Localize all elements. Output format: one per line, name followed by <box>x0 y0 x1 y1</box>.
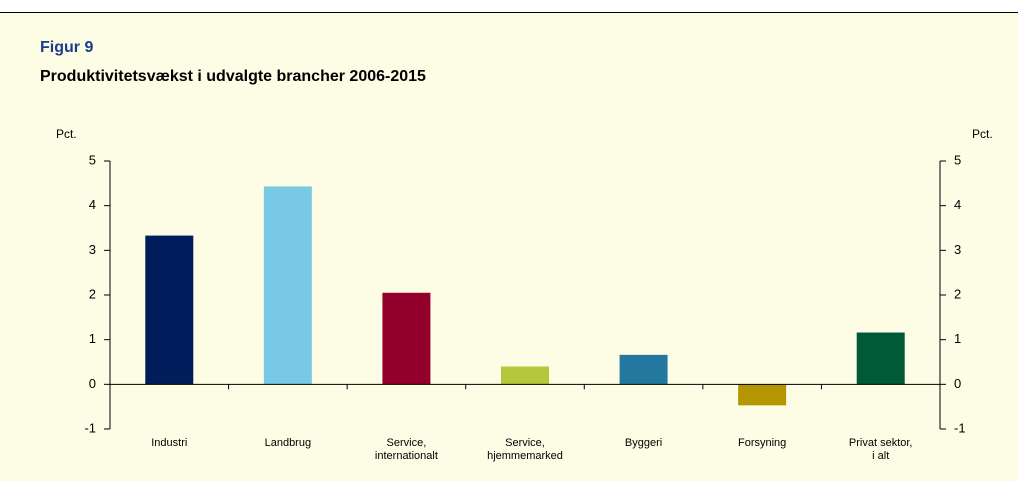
x-tick-label: Forsyning <box>737 437 787 449</box>
y-axis-label: Pct. <box>56 127 77 141</box>
y2-tick-label: 0 <box>954 376 961 391</box>
x-tick-label: Landbrug <box>264 437 312 449</box>
x-tick-label: Privat sektor, i alt <box>848 437 913 462</box>
bar <box>619 354 668 385</box>
bar <box>382 292 431 385</box>
bar <box>145 235 194 385</box>
x-tick-label: Industri <box>151 437 188 449</box>
x-tick-label: Service, internationalt <box>374 437 438 462</box>
y2-tick-label: 1 <box>954 331 961 346</box>
y-tick-label: 3 <box>89 242 96 257</box>
figure-label: Figur 9 <box>40 39 93 56</box>
y-tick-label: 1 <box>89 331 96 346</box>
y2-tick-label: -1 <box>954 420 966 435</box>
chart-title: Produktivitetsvækst i udvalgte brancher … <box>40 68 426 85</box>
y-tick-label: -1 <box>84 420 96 435</box>
bar <box>501 366 549 385</box>
y2-tick-label: 3 <box>954 242 961 257</box>
y2-tick-label: 2 <box>954 286 961 301</box>
x-tick-label: Byggeri <box>624 437 663 449</box>
bar <box>856 332 905 385</box>
y-tick-label: 5 <box>89 152 96 167</box>
y2-axis-label: Pct. <box>972 127 993 141</box>
x-tick-label: Service, hjemmemarked <box>487 437 563 462</box>
y-tick-label: 2 <box>89 286 96 301</box>
y-tick-label: 4 <box>89 197 96 212</box>
y2-tick-label: 5 <box>954 152 961 167</box>
y2-tick-label: 4 <box>954 197 961 212</box>
y-tick-label: 0 <box>89 376 96 391</box>
bar <box>738 384 787 406</box>
bar <box>263 186 312 385</box>
